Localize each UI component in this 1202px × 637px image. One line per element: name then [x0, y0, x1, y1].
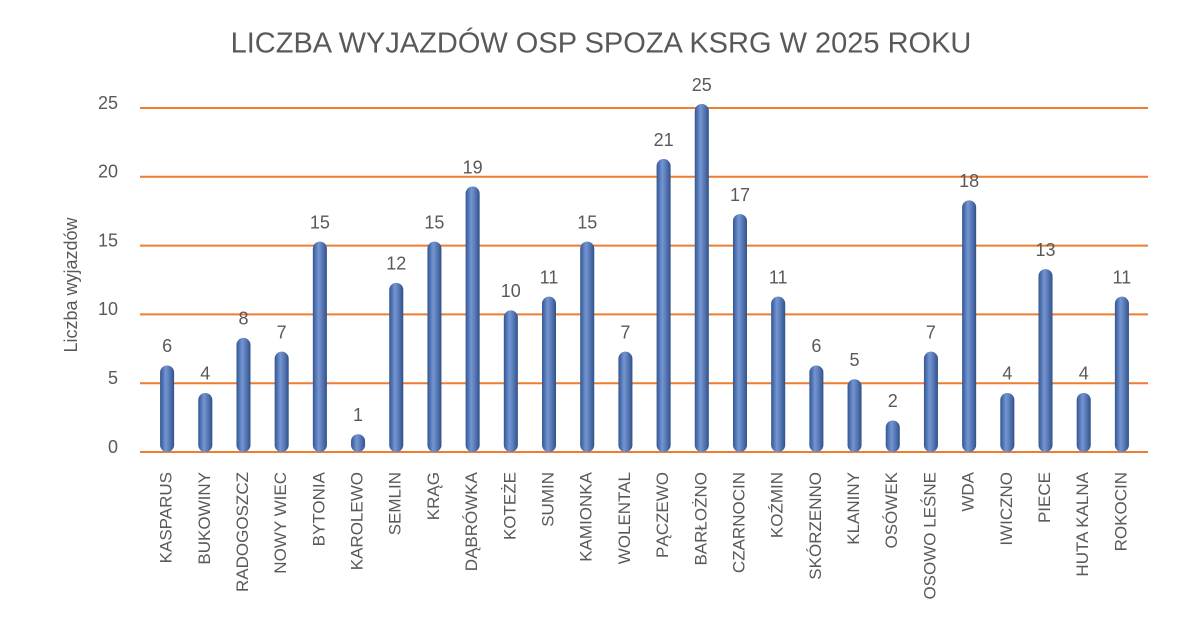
bar-shading — [1114, 296, 1129, 452]
value-label: 6 — [162, 336, 172, 356]
x-tick-label: OSOWO LEŚNE — [920, 472, 939, 600]
x-tick-label: KAMIONKA — [577, 471, 596, 561]
x-tick-label: RADOGOSZCZ — [233, 472, 252, 592]
x-tick-label: ROKOCIN — [1111, 472, 1130, 551]
bar-shading — [885, 420, 900, 452]
value-label: 11 — [769, 267, 788, 287]
x-tick-label: WOLENTAL — [615, 472, 634, 564]
x-tick-label: SUMIN — [539, 472, 558, 527]
value-label: 2 — [888, 391, 898, 411]
value-label: 17 — [730, 185, 750, 205]
bar-shading — [1076, 392, 1091, 452]
y-tick-label: 10 — [98, 299, 118, 319]
bar-shading — [198, 392, 213, 452]
bar-shading — [160, 365, 175, 452]
bar-shading — [542, 296, 557, 452]
x-tick-label: KOTEŻE — [500, 472, 519, 540]
bar-shading — [389, 282, 404, 452]
bar-shading — [847, 379, 862, 452]
bar-shading — [1038, 269, 1053, 452]
bar-shading — [923, 351, 938, 452]
value-label: 8 — [238, 309, 248, 329]
value-label: 6 — [811, 336, 821, 356]
x-tick-label: BYTONIA — [309, 471, 328, 546]
x-tick-label: KAROLEWO — [348, 472, 367, 570]
bar-shading — [580, 241, 595, 452]
value-label: 11 — [540, 267, 559, 287]
x-tick-label: NOWY WIEC — [271, 472, 290, 574]
bar-shading — [236, 337, 251, 452]
value-label: 10 — [501, 281, 521, 301]
bar-shading — [274, 351, 289, 452]
value-label: 4 — [1079, 364, 1089, 384]
bar-shading — [312, 241, 327, 452]
x-tick-label: KOŹMIN — [768, 472, 787, 538]
value-label: 19 — [463, 157, 483, 177]
value-label: 21 — [654, 130, 674, 150]
value-label: 15 — [310, 212, 330, 232]
value-label: 18 — [959, 171, 979, 191]
value-label: 25 — [692, 75, 712, 95]
value-label: 11 — [1113, 267, 1132, 287]
value-label: 7 — [926, 322, 936, 342]
value-label: 15 — [577, 212, 597, 232]
x-tick-label: HUTA KALNA — [1073, 471, 1092, 576]
bar-shading — [503, 310, 518, 452]
bar-shading — [427, 241, 442, 452]
bar-shading — [618, 351, 633, 452]
chart-title: LICZBA WYJAZDÓW OSP SPOZA KSRG W 2025 RO… — [231, 27, 972, 60]
value-label: 7 — [277, 322, 287, 342]
value-label: 1 — [353, 405, 363, 425]
x-tick-label: BARŁOŻNO — [691, 472, 710, 566]
x-tick-label: PĄCZEWO — [653, 472, 672, 558]
bar-shading — [809, 365, 824, 452]
y-tick-label: 20 — [98, 162, 118, 182]
bar-shading — [351, 434, 366, 452]
x-tick-label: SKÓRZENNO — [806, 472, 825, 580]
bar-shading — [732, 214, 747, 452]
value-label: 4 — [200, 364, 210, 384]
value-label: 7 — [620, 322, 630, 342]
y-tick-label: 0 — [108, 437, 118, 457]
y-tick-label: 5 — [108, 368, 118, 388]
y-tick-label: 15 — [98, 230, 118, 250]
value-label: 15 — [424, 212, 444, 232]
bar-shading — [465, 186, 480, 452]
x-tick-label: CZARNOCIN — [729, 472, 748, 573]
x-tick-label: IWICZNO — [997, 472, 1016, 546]
x-tick-label: WDA — [959, 471, 978, 511]
x-tick-label: BUKOWINY — [195, 472, 214, 565]
value-label: 12 — [386, 254, 406, 274]
value-label: 5 — [850, 350, 860, 370]
bar-shading — [694, 104, 709, 452]
bar-shading — [1000, 392, 1015, 452]
y-tick-label: 25 — [98, 93, 118, 113]
x-tick-label: DĄBRÓWKA — [462, 471, 481, 571]
value-label: 4 — [1002, 364, 1012, 384]
x-tick-label: KRĄG — [424, 472, 443, 520]
x-tick-label: SEMLIN — [386, 472, 405, 535]
bar-shading — [656, 159, 671, 453]
bar-shading — [771, 296, 786, 452]
value-label: 13 — [1036, 240, 1056, 260]
y-axis-label: Liczba wyjazdów — [61, 216, 81, 352]
x-tick-label: KASPARUS — [157, 472, 176, 563]
x-tick-label: KLANINY — [844, 472, 863, 545]
x-tick-label: OSÓWEK — [882, 471, 901, 548]
bar-shading — [962, 200, 977, 452]
x-tick-label: PIECE — [1035, 472, 1054, 523]
